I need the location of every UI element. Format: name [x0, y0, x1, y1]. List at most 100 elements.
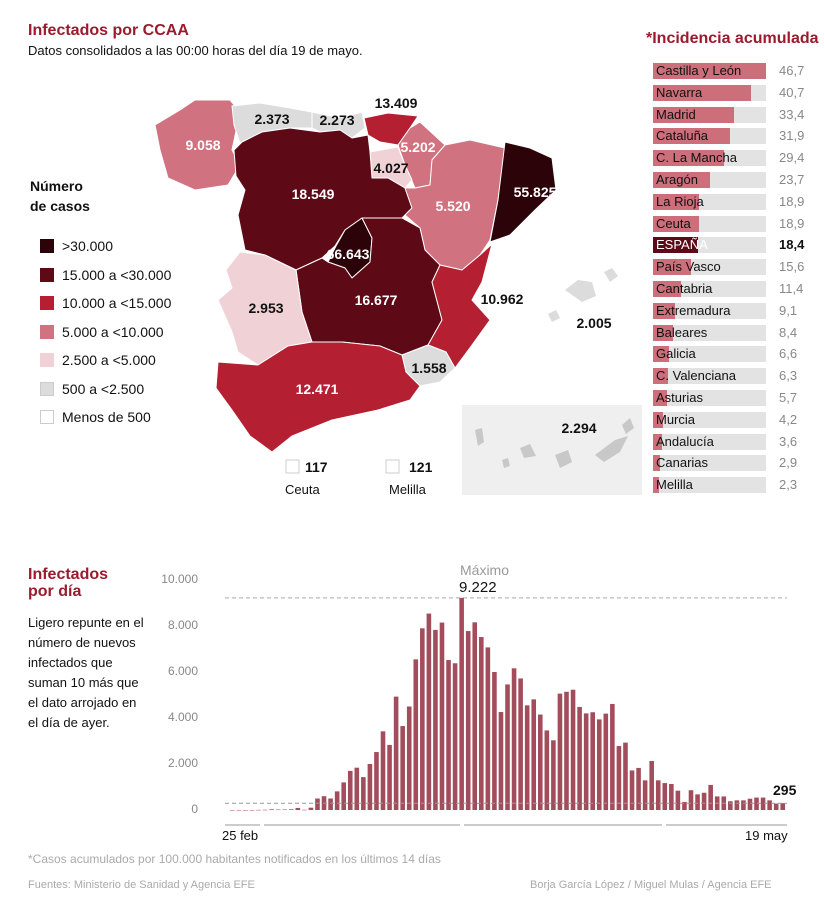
legend-label: >30.000 — [62, 238, 113, 254]
incidence-bar — [653, 172, 711, 188]
daily-bar — [695, 794, 700, 810]
legend-item: 2.500 a <5.000 — [40, 352, 156, 368]
daily-bar — [669, 784, 674, 810]
incidence-region: C. La Mancha — [656, 150, 737, 166]
daily-bar — [236, 810, 242, 811]
daily-description: Ligero repunte en el número de nuevos in… — [28, 615, 144, 730]
incidence-bar — [653, 302, 676, 319]
daily-bar — [682, 801, 687, 810]
incidence-value: 2,3 — [779, 477, 798, 493]
daily-bar — [420, 628, 425, 810]
incidence-row: País Vasco 15,6 — [653, 259, 825, 276]
incidence-region: Navarra — [656, 84, 703, 100]
daily-bar — [760, 797, 766, 810]
daily-bar — [642, 780, 648, 810]
y-tick-label: 2.000 — [167, 756, 198, 770]
daily-bar — [780, 803, 786, 810]
region-asturias — [231, 102, 313, 144]
daily-bar — [741, 800, 746, 810]
daily-bar — [433, 629, 438, 810]
daily-bar — [269, 809, 274, 810]
label-la-rioja: 4.027 — [373, 160, 409, 176]
incidence-row: Baleares 8,4 — [653, 324, 825, 341]
legend-label: 15.000 a <30.000 — [62, 266, 172, 283]
ceuta-swatch — [285, 459, 300, 474]
incidence-region: Murcia — [656, 411, 696, 427]
legend-item: 10.000 a <15.000 — [40, 295, 171, 311]
label-extremadura: 2.953 — [248, 300, 284, 316]
label-andalucia: 12.471 — [295, 381, 339, 397]
incidence-bar — [653, 237, 698, 254]
incidence-bar-track — [653, 324, 766, 341]
daily-bar — [531, 699, 537, 810]
daily-bar — [465, 631, 471, 810]
footnote: *Casos acumulados por 100.000 habitantes… — [28, 852, 441, 866]
daily-bar-chart — [225, 597, 787, 826]
legend-item: Menos de 500 — [40, 409, 151, 425]
legend-label: 5.000 a <10.000 — [62, 323, 164, 340]
incidence-region: C. Valenciana — [656, 368, 736, 384]
incidence-bar — [653, 193, 699, 210]
incidence-region: ESPAÑA — [656, 237, 708, 253]
legend-label: Menos de 500 — [62, 409, 151, 425]
daily-bar — [413, 659, 419, 810]
incidence-bar-track — [653, 477, 766, 494]
incidence-bar — [653, 215, 699, 232]
incidence-value: 46,7 — [779, 63, 805, 78]
daily-bar — [308, 807, 314, 810]
daily-bar — [426, 613, 432, 810]
region-baleares — [548, 268, 618, 322]
incidence-region: Castilla y León — [656, 63, 742, 78]
daily-bar — [334, 791, 340, 810]
daily-bar — [596, 719, 602, 810]
daily-bar — [701, 792, 707, 810]
daily-bar — [734, 800, 740, 810]
region-cataluna — [489, 141, 557, 243]
daily-bar — [400, 726, 405, 810]
label-baleares: 2.005 — [576, 315, 612, 331]
ceuta-label: Ceuta — [285, 482, 320, 497]
region-andalucia — [215, 341, 421, 453]
incidence-bar — [653, 477, 659, 494]
incidence-region: Cantabria — [656, 281, 713, 296]
y-tick-label: 0 — [191, 802, 198, 816]
label-c-valenciana: 10.962 — [480, 291, 524, 307]
incidence-bar — [653, 106, 734, 123]
daily-bar — [662, 783, 668, 810]
daily-bar — [649, 761, 654, 810]
incidence-value: 9,1 — [779, 302, 798, 318]
daily-bar — [773, 803, 779, 810]
daily-bar — [354, 767, 360, 810]
legend-swatch — [40, 267, 54, 282]
label-asturias: 2.373 — [254, 111, 290, 127]
incidence-bar — [653, 390, 667, 406]
incidence-value: 18,4 — [779, 237, 805, 253]
daily-bar — [655, 780, 661, 810]
daily-bar — [485, 647, 491, 810]
incidence-value: 31,9 — [779, 128, 805, 144]
daily-bar — [754, 797, 759, 810]
legend-swatch — [40, 410, 54, 424]
incidence-value: 8,4 — [779, 324, 798, 340]
daily-bar — [380, 731, 386, 810]
incidence-bar — [653, 259, 691, 276]
label-cantabria: 2.273 — [319, 112, 355, 128]
daily-bar — [577, 706, 582, 810]
incidence-value: 15,6 — [779, 259, 805, 275]
incidence-bar-track — [653, 302, 766, 319]
daily-bar — [282, 809, 288, 811]
incidence-row: Extremadura 9,1 — [653, 302, 825, 319]
daily-title-line2: por día — [28, 583, 82, 600]
legend-swatch — [40, 239, 54, 253]
label-castilla-la-mancha: 16.677 — [354, 292, 398, 308]
daily-bar — [623, 742, 628, 810]
incidence-bar-track — [653, 455, 766, 472]
incidence-bar — [653, 346, 669, 363]
daily-bar — [747, 798, 753, 810]
incidence-region: Canarias — [656, 455, 709, 471]
daily-bar — [439, 622, 445, 810]
incidence-value: 11,4 — [779, 281, 804, 296]
incidence-value: 3,6 — [779, 433, 798, 449]
melilla-swatch — [385, 459, 400, 474]
label-madrid: 66.643 — [326, 246, 370, 262]
